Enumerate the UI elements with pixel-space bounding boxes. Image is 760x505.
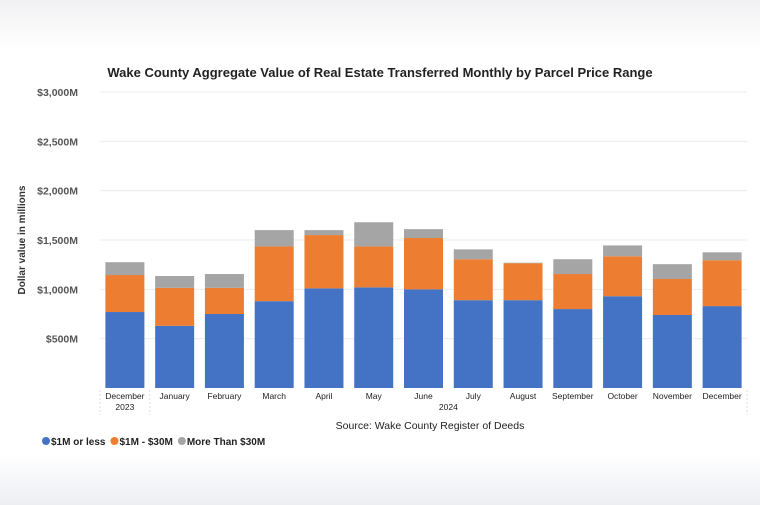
bar-segment	[254, 301, 294, 388]
x-tick-label: October	[607, 391, 637, 401]
x-tick-label: August	[510, 391, 537, 401]
y-tick-label: $3,000M	[37, 87, 78, 99]
bar-segment	[204, 287, 244, 314]
bar-segment	[204, 274, 244, 288]
bar-segment	[404, 238, 443, 290]
y-tick-label: $500M	[46, 334, 78, 346]
bar-segment	[652, 264, 692, 279]
legend-swatch	[177, 437, 186, 445]
bar-segment	[453, 300, 493, 388]
bar-segment	[155, 276, 195, 288]
x-tick-label: September	[552, 391, 594, 401]
bar-segment	[453, 259, 493, 301]
x-axis-label: Source: Wake County Register of Deeds	[336, 420, 525, 432]
x-tick-label: January	[160, 391, 191, 401]
x-tick-label: June	[414, 391, 433, 401]
bar-segment	[354, 246, 394, 288]
bar-segment	[603, 245, 643, 257]
legend-swatch	[42, 437, 50, 445]
bar-segment	[603, 256, 643, 297]
bar-segment	[254, 246, 294, 302]
x-tick-label: May	[366, 391, 383, 401]
x-tick-label: December	[105, 391, 144, 401]
y-tick-label: $2,000M	[37, 186, 78, 198]
bar-segment	[204, 314, 244, 388]
bar-segment	[603, 296, 643, 388]
bar-segment	[105, 275, 145, 313]
y-tick-label: $1,000M	[37, 284, 78, 296]
bar-segment	[155, 325, 195, 388]
bar-segment	[304, 288, 344, 388]
legend-swatch	[110, 437, 119, 445]
legend-label: $1M or less	[51, 437, 106, 448]
y-axis-label: Dollar value in millions	[17, 185, 28, 294]
x-tick-label: November	[653, 391, 692, 401]
legend-item[interactable]: $1M - $30M	[110, 437, 173, 448]
bar-segment	[652, 314, 692, 388]
y-tick-label: $2,500M	[37, 136, 78, 148]
bar-segment	[354, 222, 394, 247]
x-tick-label: March	[262, 391, 286, 401]
bar-segment	[404, 229, 443, 239]
bar-segment	[503, 263, 543, 301]
x-tick-label: February	[207, 391, 242, 401]
bar-segment	[304, 230, 344, 236]
legend-label: $1M - $30M	[119, 437, 172, 448]
bar-segment	[105, 312, 145, 388]
y-tick-label: $1,500M	[37, 235, 78, 247]
bar-segment	[553, 274, 593, 310]
bar-segment	[354, 287, 394, 388]
bar-segment	[702, 260, 742, 307]
bar-segment	[652, 278, 692, 315]
bar-segment	[304, 235, 344, 289]
legend-item[interactable]: More Than $30M	[177, 437, 265, 448]
bar-segment	[155, 287, 195, 326]
x-tick-label: July	[466, 391, 482, 401]
legend-label: More Than $30M	[187, 437, 265, 448]
bar-segment	[553, 309, 593, 388]
bar-segment	[105, 262, 145, 276]
x-tick-label: December	[703, 391, 742, 401]
bar-segment	[702, 306, 742, 388]
bar-segment	[453, 249, 493, 260]
chart-title: Wake County Aggregate Value of Real Esta…	[107, 65, 652, 80]
bar-segment	[254, 230, 294, 247]
bar-segment	[404, 289, 443, 388]
year-label: 2023	[115, 402, 134, 412]
year-label: 2024	[439, 402, 458, 412]
x-tick-label: April	[315, 391, 332, 401]
bar-segment	[553, 259, 593, 275]
bar-segment	[503, 300, 543, 388]
bar-segment	[702, 252, 742, 261]
legend-item[interactable]: $1M or less	[42, 437, 106, 448]
